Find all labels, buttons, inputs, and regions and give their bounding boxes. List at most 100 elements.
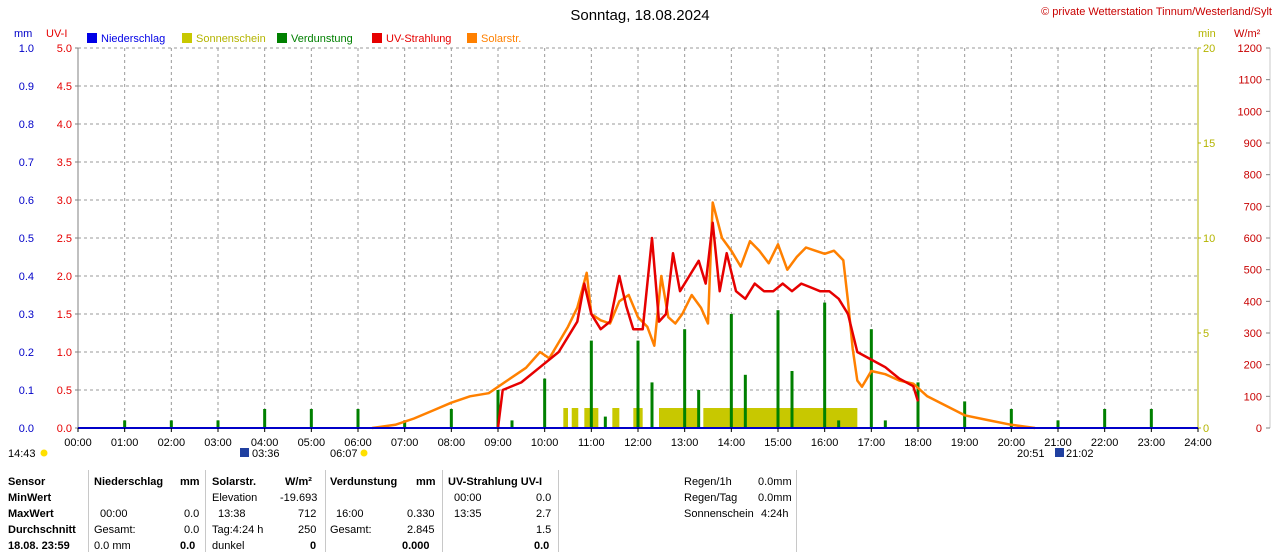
regen1h-value: 0.0mm — [758, 476, 792, 488]
evaporation-bar — [510, 420, 514, 428]
solar-elevation-value: -19.693 — [280, 492, 318, 504]
niederschlag-unit: mm — [180, 476, 200, 488]
solar-tag-label: Tag:4:24 h — [212, 524, 264, 536]
evaporation-bar — [123, 420, 127, 428]
uv-tick-label: 5.0 — [57, 43, 72, 55]
x-tick-label: 18:00 — [904, 437, 932, 449]
uv-tick-label: 1.0 — [57, 347, 72, 359]
uv-tick-label: 3.0 — [57, 195, 72, 207]
uv-tick-label: 4.0 — [57, 119, 72, 131]
mm-tick-label: 0.6 — [19, 195, 34, 207]
minwert-label: MinWert — [8, 492, 52, 504]
min-tick-label: 0 — [1203, 423, 1209, 435]
evaporation-bar — [916, 382, 920, 428]
wm2-tick-label: 500 — [1244, 265, 1262, 277]
sunrise-time: 06:07 — [330, 448, 358, 460]
mm-tick-label: 0.9 — [19, 81, 34, 93]
niederschlag-gesamt-value: 0.0 — [184, 524, 200, 536]
legend: Niederschlag Sonnenschein Verdunstung UV… — [87, 33, 521, 45]
evaporation-bar — [216, 420, 220, 428]
sunshine-bar — [703, 408, 858, 428]
mm-tick-label: 0.1 — [19, 385, 34, 397]
sunshine-bar — [612, 408, 620, 428]
x-tick-label: 12:00 — [624, 437, 652, 449]
solar-dunkel-value: 0 — [310, 540, 317, 552]
mm-tick-label: 0.2 — [19, 347, 34, 359]
verdunstung-gesamt-label: Gesamt: — [330, 524, 372, 536]
moonset-icon — [1055, 448, 1064, 457]
uv-tick-label: 2.5 — [57, 233, 72, 245]
regentag-value: 0.0mm — [758, 492, 792, 504]
durchschnitt-label: Durchschnitt — [8, 524, 76, 536]
evaporation-bar — [449, 409, 453, 428]
x-tick-label: 23:00 — [1138, 437, 1166, 449]
verdunstung-gesamt-value: 2.845 — [407, 524, 435, 536]
legend-label-uv: UV-Strahlung — [386, 33, 451, 45]
evaporation-bar — [1009, 409, 1013, 428]
x-tick-label: 24:00 — [1184, 437, 1212, 449]
divider — [796, 470, 797, 552]
evaporation-bar — [496, 390, 500, 428]
x-tick-label: 21:00 — [1044, 437, 1072, 449]
uv-tick-label: 4.5 — [57, 81, 72, 93]
wm2-tick-label: 200 — [1244, 360, 1262, 372]
sun-icon — [40, 449, 48, 457]
uv-max-value: 2.7 — [536, 508, 552, 520]
sunshine-bar — [659, 408, 699, 428]
wm2-unit-label: W/m² — [1234, 28, 1261, 40]
uv-header: UV-Strahlung UV-I — [448, 476, 543, 488]
x-tick-label: 07:00 — [391, 437, 419, 449]
moonrise-time: 03:36 — [252, 448, 280, 460]
x-tick-label: 16:00 — [811, 437, 839, 449]
uv-radiation-line — [496, 221, 920, 429]
uv-tick-label: 2.0 — [57, 271, 72, 283]
uv-tick-label: 0.5 — [57, 385, 72, 397]
niederschlag-header: Niederschlag — [94, 476, 164, 488]
chart-title: Sonntag, 18.08.2024 — [570, 7, 709, 24]
x-tick-label: 19:00 — [951, 437, 979, 449]
uv-bottom-value: 0.0 — [534, 540, 550, 552]
mm-unit-label: mm — [14, 28, 32, 40]
divider — [325, 470, 326, 552]
maxwert-label: MaxWert — [8, 508, 54, 520]
solar-tag-value: 250 — [298, 524, 317, 536]
x-tick-label: 04:00 — [251, 437, 279, 449]
wm2-tick-label: 1200 — [1238, 43, 1262, 55]
evaporation-bar — [776, 310, 780, 428]
legend-swatch-verdunstung — [277, 33, 287, 43]
evaporation-bar — [790, 371, 794, 428]
uv-tick-label: 0.0 — [57, 423, 72, 435]
daylength-text: 14:43 — [8, 448, 36, 460]
wm2-tick-label: 300 — [1244, 328, 1262, 340]
evaporation-bar — [356, 409, 360, 428]
sonnenschein-value: 4:24h — [761, 508, 789, 520]
legend-label-verdunstung: Verdunstung — [291, 33, 353, 45]
evaporation-bar — [729, 314, 733, 428]
x-tick-label: 02:00 — [158, 437, 186, 449]
x-tick-label: 13:00 — [671, 437, 699, 449]
evaporation-bar — [169, 420, 173, 428]
wm2-tick-label: 900 — [1244, 138, 1262, 150]
solar-max-time: 13:38 — [218, 508, 246, 520]
legend-label-sonnenschein: Sonnenschein — [196, 33, 266, 45]
legend-swatch-sonnenschein — [182, 33, 192, 43]
wm2-tick-label: 700 — [1244, 201, 1262, 213]
mm-tick-label: 0.8 — [19, 119, 34, 131]
niederschlag-bottom-value: 0.0 mm — [94, 540, 131, 552]
evaporation-bar — [823, 302, 827, 428]
wm2-tick-label: 100 — [1244, 391, 1262, 403]
regentag-label: Regen/Tag — [684, 492, 738, 504]
legend-swatch-solar — [467, 33, 477, 43]
min-tick-label: 20 — [1203, 43, 1215, 55]
mm-tick-label: 0.7 — [19, 157, 34, 169]
evaporation-bar — [403, 420, 407, 428]
legend-swatch-niederschlag — [87, 33, 97, 43]
x-tick-label: 03:00 — [204, 437, 232, 449]
solar-header: Solarstr. — [212, 476, 257, 488]
uv-min-time: 00:00 — [454, 492, 482, 504]
wm2-tick-label: 800 — [1244, 170, 1262, 182]
verdunstung-max-time: 16:00 — [336, 508, 364, 520]
evaporation-bar — [743, 374, 747, 428]
copyright-text: © private Wetterstation Tinnum/Westerlan… — [1041, 6, 1272, 18]
evaporation-bar — [1103, 409, 1107, 428]
